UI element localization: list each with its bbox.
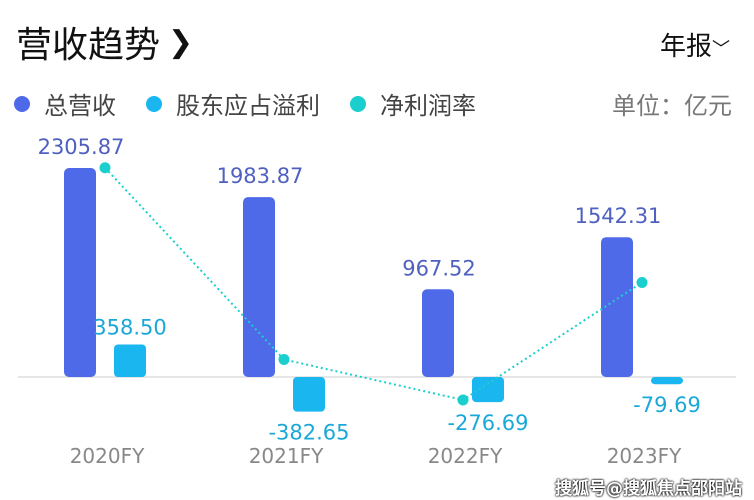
margin-point [636,277,648,288]
x-tick-label: 2021FY [249,444,324,468]
revenue-data-label: 2305.87 [38,135,125,159]
x-tick-label: 2022FY [428,444,503,468]
period-dropdown[interactable]: 年报﹀ [660,26,730,63]
legend-item-margin[interactable]: 净利润率 [350,86,476,121]
period-label: 年报 [659,32,712,62]
profit-bar [293,377,325,412]
profit-data-label: -276.69 [447,411,528,435]
x-tick-label: 2023FY [607,444,682,468]
profit-data-label: 358.50 [93,316,166,340]
revenue-data-label: 967.52 [402,256,475,280]
legend-item-revenue[interactable]: 总营收 [14,86,116,121]
legend-item-profit[interactable]: 股东应占溢利 [146,86,320,121]
margin-point [99,162,111,174]
profit-bar [472,377,504,403]
margin-point [278,353,290,365]
margin-point [457,394,469,406]
margin-line [104,167,643,402]
legend-dot-icon [14,95,30,112]
profit-bar [114,344,146,377]
revenue-data-label: 1983.87 [217,164,304,188]
legend-dot-icon [350,95,366,112]
revenue-bar [64,168,96,377]
chart-title[interactable]: 营收趋势 ❯ [16,16,193,68]
revenue-bar [422,289,454,377]
profit-bar [651,377,683,385]
legend-dot-icon [146,95,162,112]
chevron-down-icon: ﹀ [712,39,730,60]
profit-data-label: -382.65 [268,421,349,445]
legend-label: 净利润率 [380,92,476,120]
unit-label: 单位：亿元 [612,92,732,120]
legend-label: 总营收 [44,92,116,120]
legend: 总营收 股东应占溢利 净利润率 [14,86,476,121]
legend-label: 股东应占溢利 [176,92,320,120]
profit-data-label: -79.69 [633,393,701,417]
title-text: 营收趋势 [16,25,161,66]
revenue-bar [601,237,633,377]
x-tick-label: 2020FY [70,444,145,468]
revenue-data-label: 1542.31 [575,204,662,228]
revenue-bar [243,197,275,377]
watermark: 搜狐号@搜狐焦点邵阳站 [555,479,742,499]
chevron-right-icon: ❯ [168,24,194,60]
